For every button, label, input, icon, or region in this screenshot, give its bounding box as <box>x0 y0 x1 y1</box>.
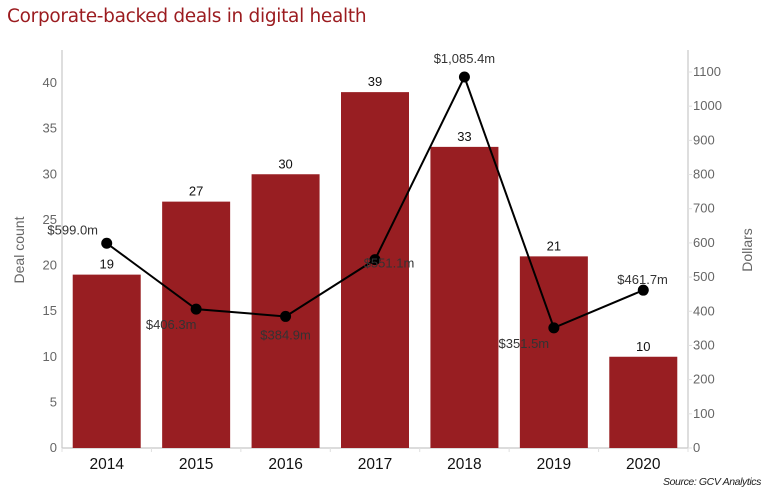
right-tick-label: 700 <box>693 201 715 216</box>
right-tick-label: 0 <box>693 440 700 455</box>
right-tick-label: 400 <box>693 303 715 318</box>
line-point <box>190 303 202 315</box>
left-tick-label: 35 <box>43 121 57 136</box>
right-tick-label: 900 <box>693 132 715 147</box>
x-tick-label: 2017 <box>358 456 392 473</box>
bar <box>609 356 678 448</box>
line-label: $351.5m <box>499 336 550 351</box>
bar <box>430 146 499 448</box>
right-tick-label: 500 <box>693 269 715 284</box>
line-point <box>101 237 113 249</box>
x-tick-label: 2014 <box>89 456 124 473</box>
right-tick-label: 1000 <box>693 98 722 113</box>
bar-label: 33 <box>457 129 471 144</box>
bar-labels: 19 27 30 39 33 21 10 <box>99 74 650 354</box>
chart-title: Corporate-backed deals in digital health <box>7 6 367 27</box>
left-tick-label: 10 <box>43 349 57 364</box>
bar-label: 10 <box>636 339 650 354</box>
bar-series <box>72 92 678 448</box>
right-tick-label: 200 <box>693 372 715 387</box>
right-tick-label: 300 <box>693 337 715 352</box>
x-tick-label: 2019 <box>537 456 571 473</box>
line-label: $551.1m <box>364 256 415 271</box>
source-note: Source: GCV Analytics <box>663 476 761 488</box>
left-tick-label: 15 <box>43 303 57 318</box>
bar-label: 19 <box>99 257 113 272</box>
x-tick-label: 2015 <box>179 456 213 473</box>
bar-label: 39 <box>368 74 382 89</box>
line-label: $599.0m <box>47 222 98 237</box>
line-point <box>369 254 381 266</box>
line-point <box>280 310 292 322</box>
left-axis-title: Deal count <box>11 216 27 283</box>
bar <box>72 274 141 448</box>
x-tick-label: 2018 <box>447 456 481 473</box>
left-tick-label: 5 <box>50 394 57 409</box>
right-tick-label: 800 <box>693 167 715 182</box>
right-tick-label: 600 <box>693 235 715 250</box>
left-tick-label: 20 <box>43 258 57 273</box>
bar-label: 21 <box>547 238 561 253</box>
right-tick-label: 1100 <box>693 64 721 79</box>
left-tick-label: 25 <box>43 212 57 227</box>
left-tick-label: 0 <box>50 440 57 455</box>
tick-labels: 0510152025303540010020030040050060070080… <box>11 64 755 473</box>
line-point <box>458 71 470 83</box>
left-tick-label: 40 <box>43 75 57 90</box>
line-label: $406.3m <box>146 317 197 332</box>
bar <box>519 256 588 448</box>
x-tick-label: 2016 <box>268 456 302 473</box>
line-point <box>548 322 560 334</box>
left-tick-label: 30 <box>43 166 57 181</box>
right-axis-title: Dollars <box>739 228 755 272</box>
bar-label: 27 <box>189 184 203 199</box>
line-series <box>101 71 649 334</box>
right-tick-label: 100 <box>693 406 715 421</box>
line-label: $384.9m <box>260 327 311 342</box>
line-label: $461.7m <box>617 272 668 287</box>
line-label: $1,085.4m <box>434 51 495 66</box>
bar <box>162 201 231 448</box>
line-point <box>637 284 649 296</box>
bar-label: 30 <box>278 156 292 171</box>
bar <box>341 92 409 448</box>
line-labels: $599.0m $406.3m $384.9m $551.1m $1,085.4m $35… <box>47 51 667 351</box>
x-tick-label: 2020 <box>626 456 661 473</box>
